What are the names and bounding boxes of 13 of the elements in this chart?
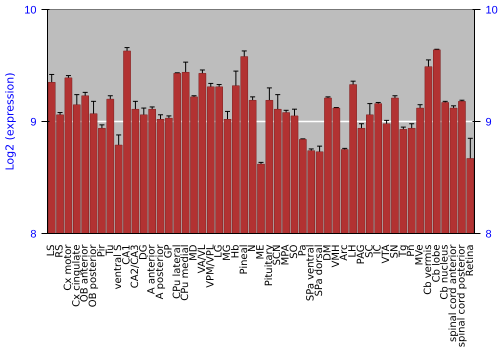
y-tick-label: 8 bbox=[30, 228, 37, 240]
x-tick-label: ME bbox=[256, 244, 266, 260]
y-tick-label: 9 bbox=[30, 116, 37, 128]
x-tick-label: OB posterior bbox=[88, 244, 100, 308]
y-tick-label: 10 bbox=[24, 4, 37, 16]
x-tick-label: Tg bbox=[398, 244, 409, 258]
x-tick-label: Retina bbox=[464, 244, 476, 276]
y2-tick-label: 8 bbox=[486, 228, 492, 240]
y2-tick-label: 10 bbox=[486, 4, 498, 16]
x-tick-label: spinal cord posterior bbox=[456, 244, 468, 348]
y2-tick-label: 9 bbox=[486, 116, 492, 128]
x-tick-label: Pituitary bbox=[264, 244, 275, 286]
y-axis-title: Log2 (expression) bbox=[3, 72, 16, 171]
